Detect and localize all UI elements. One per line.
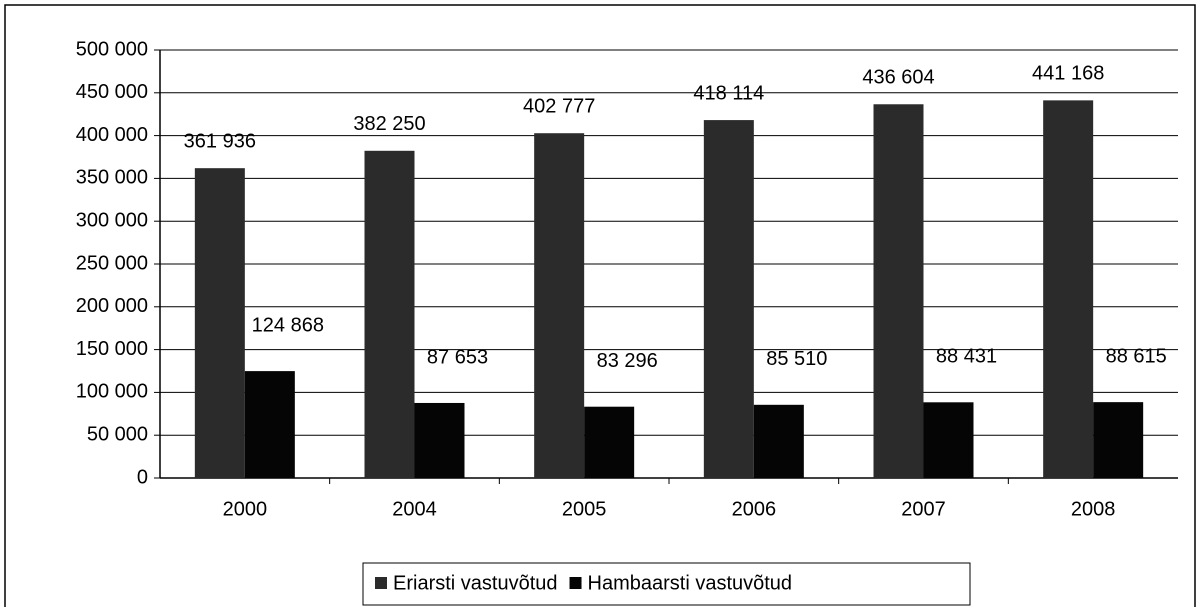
value-label: 85 510: [766, 348, 827, 370]
value-label: 87 653: [427, 346, 488, 368]
bar: [194, 168, 245, 478]
x-tick-label: 2008: [1071, 498, 1116, 520]
bar: [414, 402, 465, 478]
value-label: 88 431: [936, 346, 997, 368]
value-label: 88 615: [1106, 345, 1167, 367]
bar: [753, 404, 804, 478]
bar: [244, 371, 295, 478]
value-label: 436 604: [862, 67, 934, 89]
y-tick-label: 450 000: [76, 81, 148, 103]
x-tick-label: 2000: [223, 498, 268, 520]
value-label: 124 868: [252, 314, 324, 336]
bar: [703, 120, 754, 478]
bar: [1093, 402, 1144, 478]
x-tick-label: 2004: [392, 498, 437, 520]
y-tick-label: 200 000: [76, 295, 148, 317]
legend-box: [362, 562, 971, 606]
value-label: 441 168: [1032, 63, 1104, 85]
value-label: 402 777: [523, 96, 595, 118]
value-label: 418 114: [693, 82, 764, 104]
y-tick-label: 350 000: [76, 167, 148, 189]
x-tick-label: 2006: [732, 498, 777, 520]
legend-swatch: [569, 577, 582, 589]
bar: [584, 406, 635, 478]
value-label: 382 250: [353, 113, 425, 135]
y-tick-label: 400 000: [76, 124, 148, 146]
bar: [364, 150, 415, 478]
x-tick-label: 2007: [901, 498, 946, 520]
bar: [873, 104, 924, 479]
x-tick-label: 2005: [562, 498, 607, 520]
legend-swatch: [375, 577, 387, 589]
bar: [1043, 100, 1094, 478]
y-tick-label: 0: [137, 466, 148, 488]
y-tick-label: 300 000: [76, 209, 148, 231]
value-label: 83 296: [597, 350, 658, 372]
bar: [923, 402, 974, 478]
bar: [534, 133, 585, 478]
value-label: 361 936: [184, 130, 256, 152]
y-tick-label: 50 000: [87, 423, 148, 445]
legend-label: Hambaarsti vastuvõtud: [588, 572, 793, 594]
y-tick-label: 100 000: [76, 381, 148, 403]
y-tick-label: 500 000: [76, 38, 148, 60]
y-tick-label: 150 000: [76, 338, 148, 360]
legend-label: Eriarsti vastuvõtud: [393, 572, 558, 594]
y-tick-label: 250 000: [76, 252, 148, 274]
